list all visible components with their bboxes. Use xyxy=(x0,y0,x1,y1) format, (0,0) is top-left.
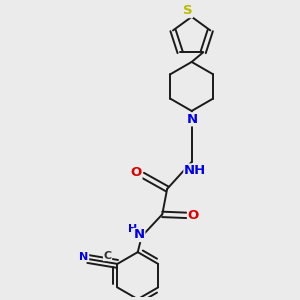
Text: C: C xyxy=(103,250,112,261)
Text: N: N xyxy=(187,113,198,126)
Text: N: N xyxy=(80,251,89,262)
Text: N: N xyxy=(134,229,145,242)
Text: H: H xyxy=(128,224,137,234)
Text: O: O xyxy=(188,209,199,222)
Text: O: O xyxy=(131,166,142,179)
Text: S: S xyxy=(183,4,193,17)
Text: NH: NH xyxy=(184,164,206,177)
